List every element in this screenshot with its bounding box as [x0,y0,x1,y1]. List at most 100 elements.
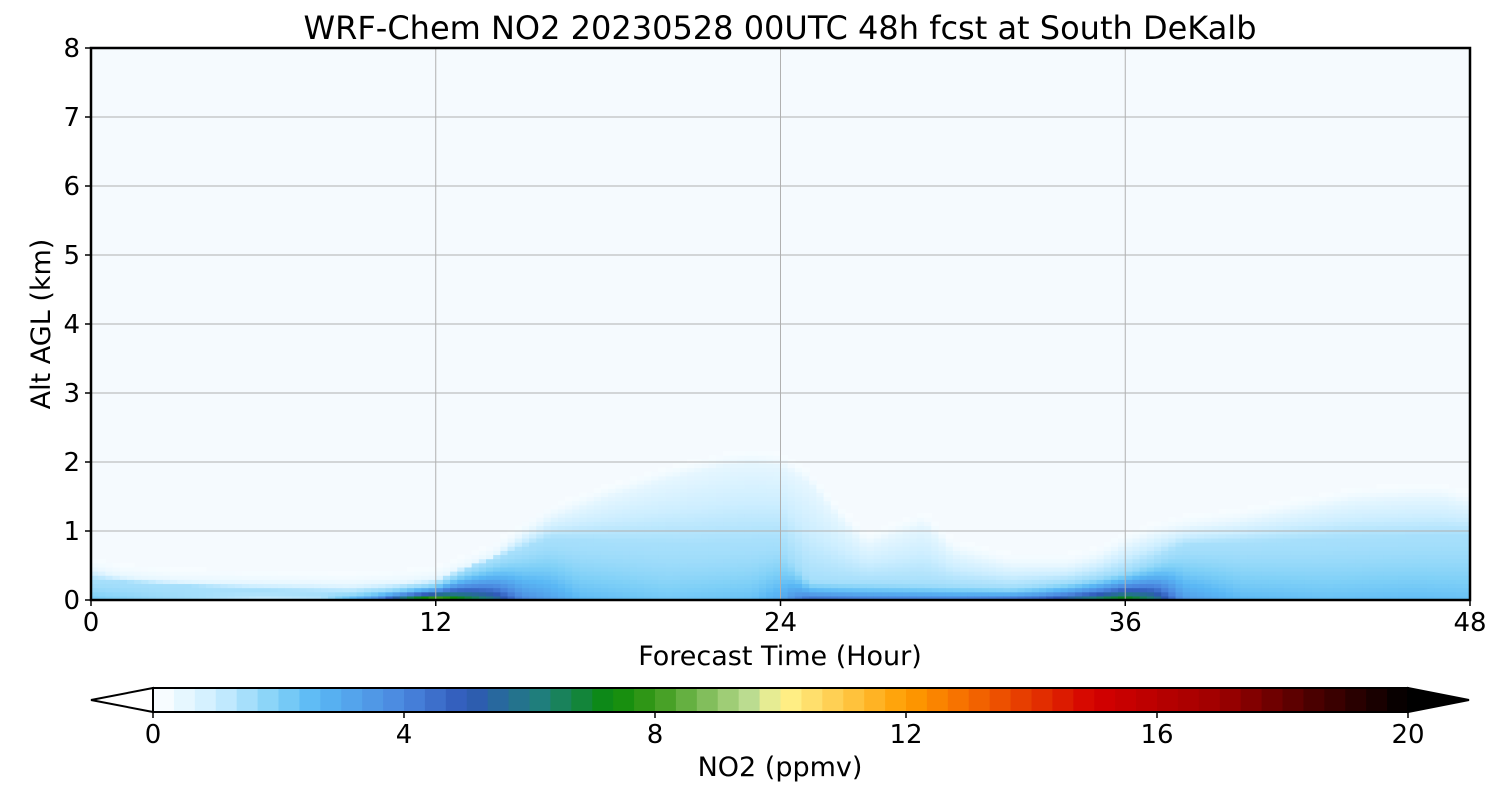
no2-cell [1362,546,1371,551]
no2-cell [1168,558,1177,564]
no2-cell [1110,571,1119,576]
no2-cell [91,571,99,576]
no2-cell [1074,550,1083,556]
no2-cell [916,575,925,580]
no2-cell [256,587,264,593]
no2-cell [378,587,387,593]
no2-cell [665,558,674,564]
no2-cell [1017,554,1026,560]
no2-cell [1448,492,1457,498]
no2-cell [263,579,272,585]
no2-cell [162,579,171,585]
no2-cell [1204,571,1213,576]
no2-cell [1082,558,1090,564]
no2-cell [550,542,559,547]
no2-cell [320,579,329,585]
no2-cell [234,591,243,597]
no2-cell [1031,575,1040,580]
no2-cell [521,537,530,543]
no2-cell [1383,513,1392,518]
no2-cell [1355,571,1363,576]
no2-cell [658,542,667,547]
no2-cell [1390,533,1399,539]
no2-cell [1254,546,1263,551]
no2-cell [572,579,580,585]
no2-cell [945,533,954,539]
no2-cell [622,554,631,560]
no2-cell [593,595,602,600]
no2-cell [945,575,954,580]
no2-cell [213,579,221,585]
no2-cell [112,575,121,580]
no2-cell [1434,542,1442,547]
no2-cell [227,595,236,600]
no2-cell [1125,554,1134,560]
no2-cell [787,479,796,485]
no2-cell [1146,575,1155,580]
no2-cell [672,562,681,568]
no2-cell [1455,546,1464,551]
no2-cell [486,546,494,551]
no2-cell [1146,566,1155,572]
no2-cell [1103,595,1112,600]
no2-cell [1103,558,1112,564]
no2-cell [1441,550,1450,556]
no2-cell [220,583,229,589]
no2-cell [1197,517,1205,522]
no2-cell [845,537,853,543]
no2-cell [1333,575,1342,580]
no2-cell [514,587,523,593]
no2-cell [1297,583,1306,589]
no2-cell [823,546,832,551]
colorbar-frame [152,687,1409,713]
no2-cell [1283,550,1292,556]
no2-cell [622,595,631,600]
no2-cell [557,537,566,543]
no2-cell [1355,546,1363,551]
no2-cell [1082,595,1090,600]
no2-cell [708,508,717,514]
no2-cell [514,533,523,539]
no2-cell [744,525,753,531]
no2-cell [794,554,803,560]
no2-cell [751,463,760,469]
no2-cell [1204,562,1213,568]
no2-cell [636,542,645,547]
no2-cell [794,579,803,585]
no2-cell [543,562,552,568]
no2-cell [572,504,580,510]
no2-cell [773,571,782,576]
no2-cell [1189,550,1198,556]
no2-cell [794,521,803,527]
no2-cell [256,571,264,576]
no2-cell [1369,492,1378,498]
no2-cell [521,542,530,547]
no2-cell [758,504,767,510]
no2-cell [536,537,545,543]
no2-cell [794,479,803,485]
no2-cell [802,467,810,473]
no2-cell [1125,595,1134,600]
no2-cell [1376,533,1385,539]
no2-cell [608,583,616,589]
no2-cell [586,562,595,568]
no2-cell [1261,587,1270,593]
no2-cell [809,500,818,506]
no2-cell [636,566,645,572]
no2-cell [924,521,932,527]
no2-cell [543,508,552,514]
no2-cell [773,463,782,469]
no2-cell [751,571,760,576]
no2-cell [112,587,121,593]
no2-cell [1448,537,1457,543]
no2-cell [1462,591,1470,597]
no2-cell [837,537,846,543]
no2-cell [715,488,724,493]
no2-cell [1304,587,1313,593]
no2-cell [565,533,573,539]
no2-cell [421,571,430,576]
no2-cell [780,455,789,460]
no2-cell [644,562,652,568]
no2-cell [1376,517,1385,522]
no2-cell [1462,562,1470,568]
